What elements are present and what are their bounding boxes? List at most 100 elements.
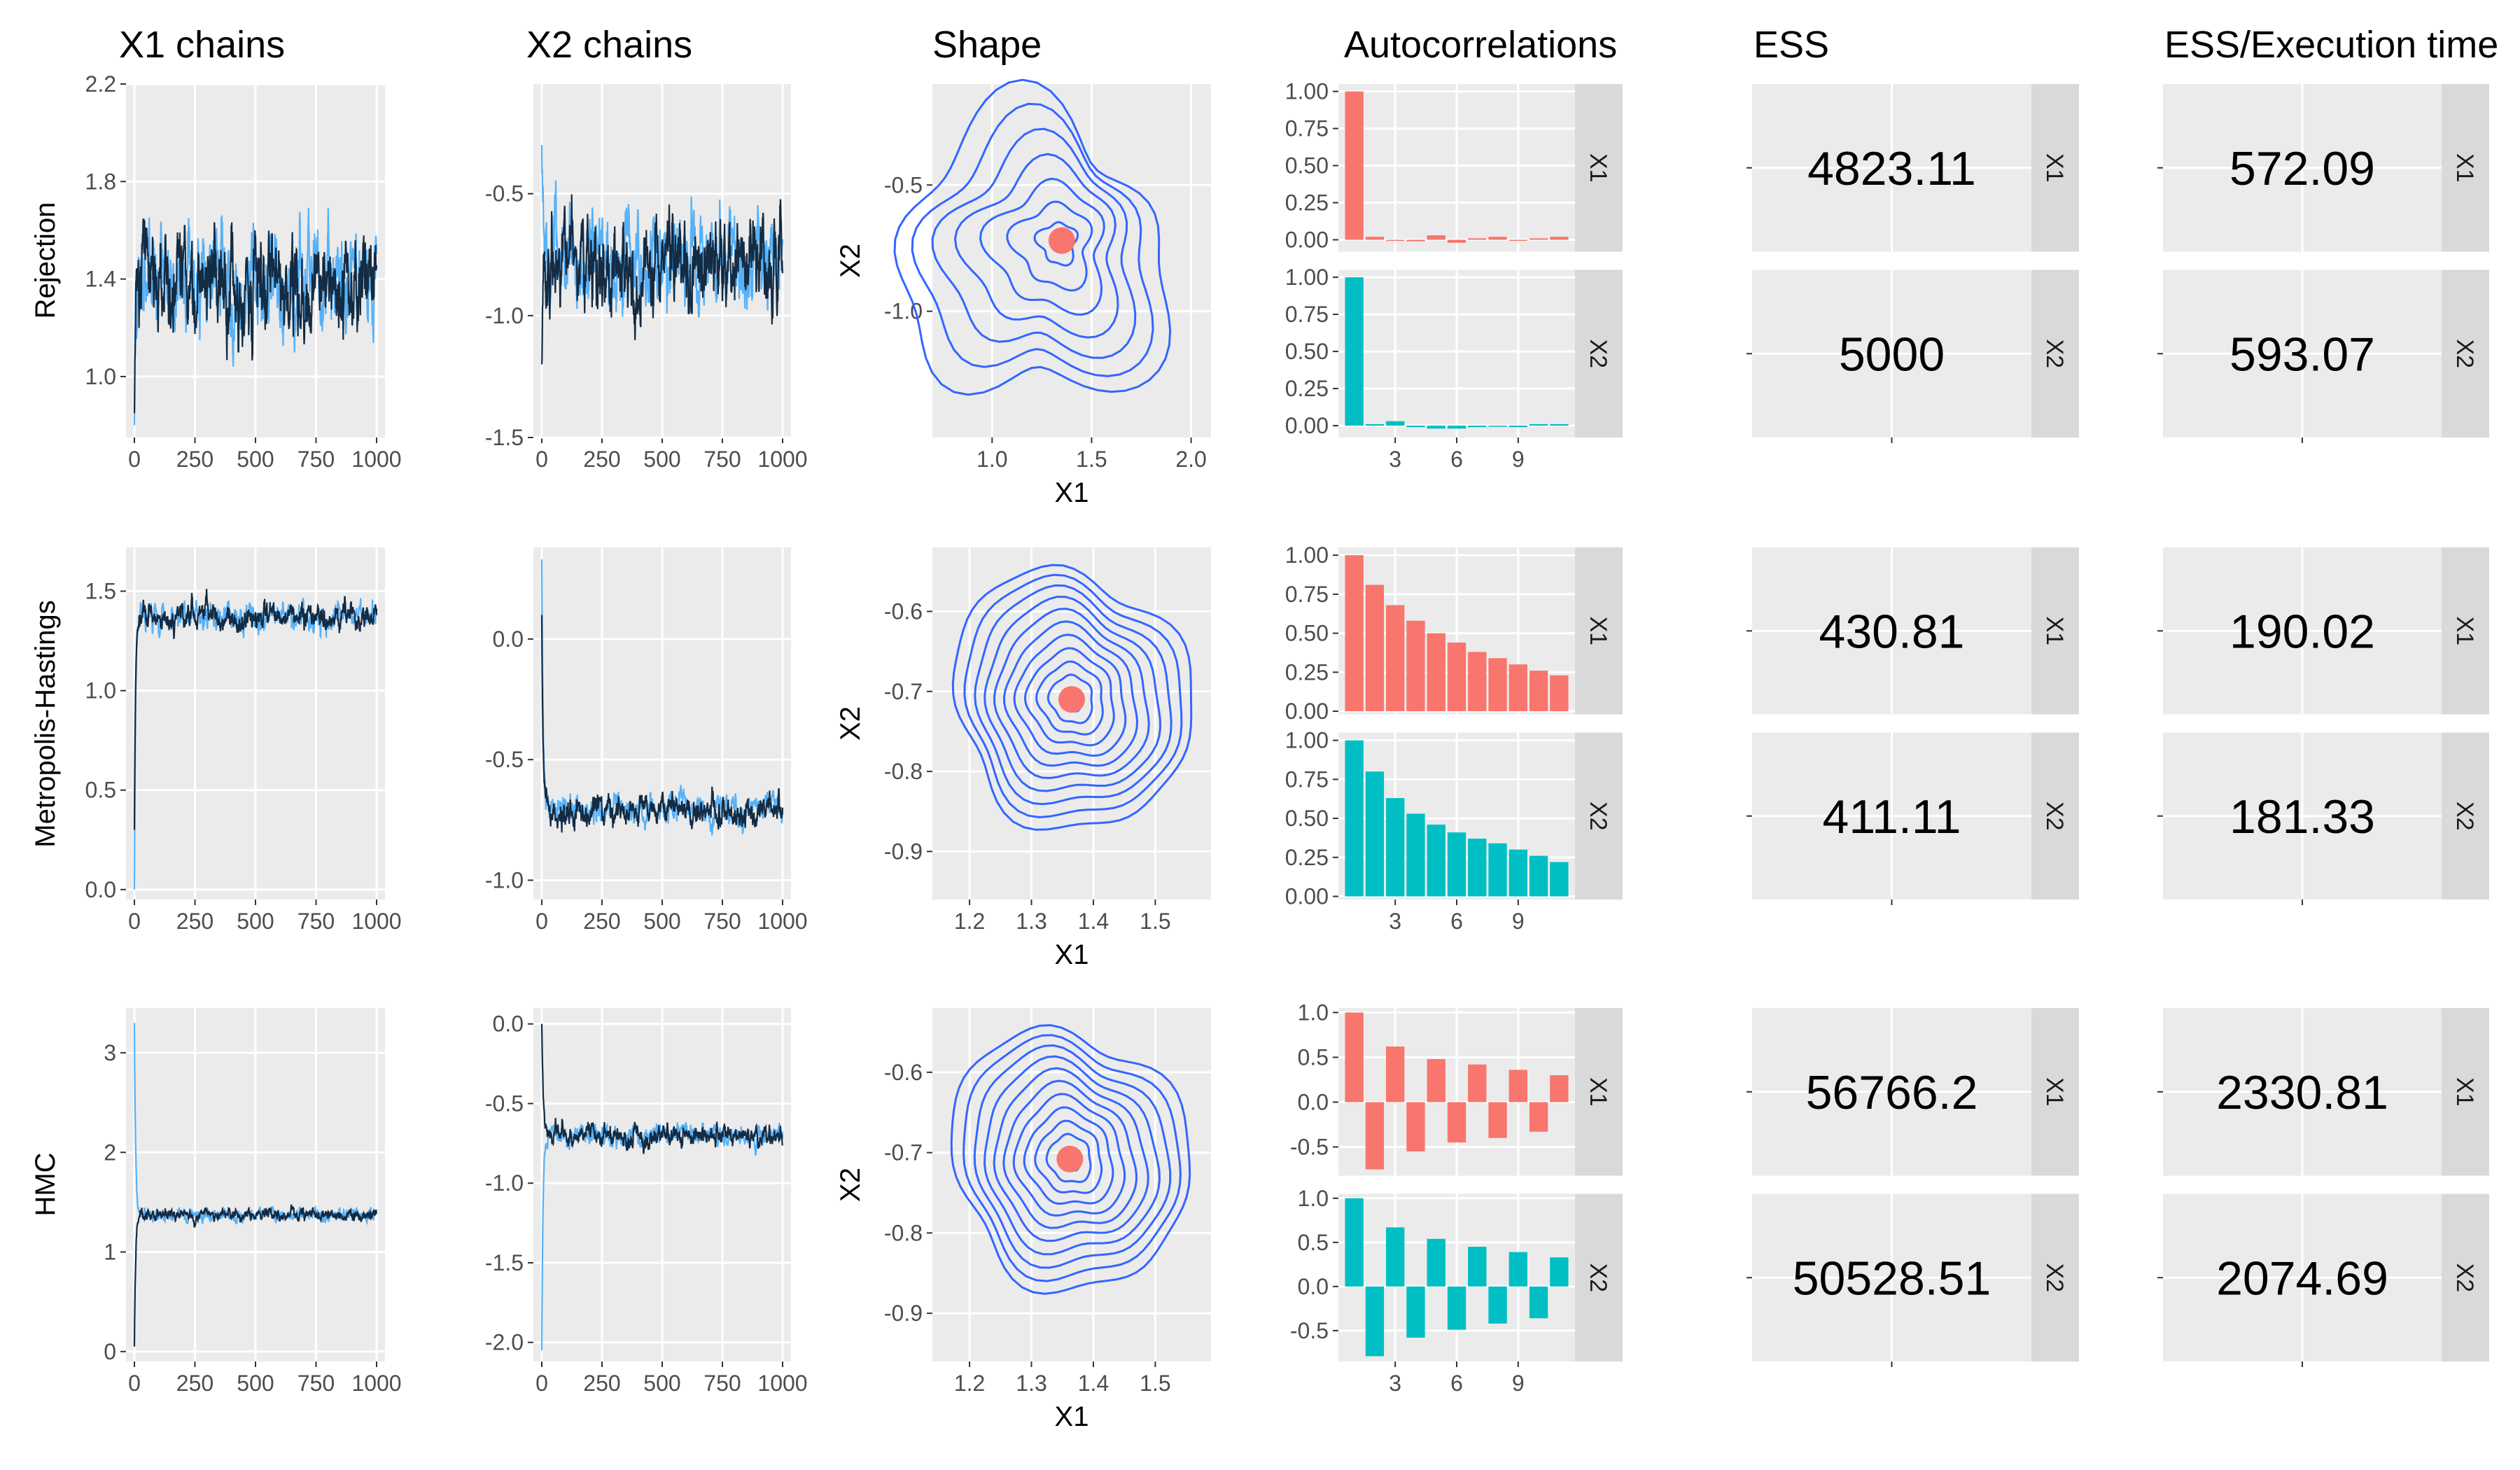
facet-strip-label: X2 bbox=[1585, 802, 1611, 831]
facet-strip bbox=[2031, 1194, 2079, 1362]
acf-bar bbox=[1406, 813, 1425, 897]
mode-point bbox=[1056, 1145, 1084, 1172]
acf-bar bbox=[1386, 1046, 1405, 1102]
facet-strip bbox=[2442, 1008, 2489, 1176]
density-contour-line bbox=[993, 1067, 1149, 1242]
x-tick-label: 250 bbox=[176, 1371, 214, 1396]
y-tick-label: 0.75 bbox=[1285, 302, 1329, 327]
acf-bar bbox=[1508, 1252, 1527, 1287]
y-tick-label: -0.5 bbox=[1290, 1318, 1329, 1343]
acf-bar bbox=[1550, 1257, 1569, 1287]
x-tick-label: 0 bbox=[536, 909, 548, 934]
y-tick-label: 0.25 bbox=[1285, 845, 1329, 870]
y-tick-label: 1.0 bbox=[85, 364, 116, 389]
x-tick-label: 6 bbox=[1450, 909, 1463, 934]
x-tick-label: 500 bbox=[643, 909, 680, 934]
value-facet-x2: X2 50528.51 bbox=[1746, 1194, 2079, 1367]
acf-bar bbox=[1427, 235, 1446, 240]
panel-ess-rejection: X1 4823.11 X2 5000 bbox=[1746, 84, 2079, 443]
mode-point bbox=[1058, 686, 1085, 713]
density-contour-line bbox=[950, 1024, 1191, 1295]
density-contour-line bbox=[1035, 660, 1104, 736]
value-facet-x2: X2 593.07 bbox=[2157, 270, 2489, 443]
column-title-shape: Shape bbox=[932, 24, 1042, 66]
y-tick-label: 2.2 bbox=[85, 71, 116, 97]
acf-facet-x2: X2 0.00 0.25 0.50 0.75 1.00 3 6 9 bbox=[1285, 728, 1623, 934]
metric-value: 2330.81 bbox=[2216, 1066, 2388, 1119]
value-facet-x2: X2 181.33 bbox=[2157, 732, 2489, 905]
density-contour-line bbox=[1006, 200, 1093, 292]
acf-bar bbox=[1508, 849, 1527, 897]
x-tick-label: 6 bbox=[1450, 447, 1463, 472]
x-tick-label: 250 bbox=[176, 909, 214, 934]
density-contour-line bbox=[963, 573, 1183, 819]
y-tick-label: -1.0 bbox=[485, 303, 524, 328]
x-tick-label: 1.5 bbox=[1140, 1371, 1170, 1396]
y-tick-label: 1.00 bbox=[1285, 728, 1329, 753]
acf-bar bbox=[1488, 1102, 1507, 1138]
facet-strip-label: X1 bbox=[2041, 1077, 2068, 1107]
y-tick-label: 1.5 bbox=[85, 579, 116, 604]
x-tick-label: 500 bbox=[237, 1371, 274, 1396]
x-tick-label: 1.2 bbox=[954, 909, 985, 934]
density-contour-line bbox=[993, 608, 1150, 780]
y-axis-title: X2 bbox=[835, 706, 866, 741]
x-tick-label: 1000 bbox=[757, 447, 807, 472]
acf-bar bbox=[1447, 832, 1466, 897]
value-facet-x1: X1 56766.2 bbox=[1746, 1008, 2079, 1176]
y-axis-title: X2 bbox=[835, 244, 866, 278]
y-tick-label: 1.8 bbox=[85, 169, 116, 194]
density-contour-line bbox=[983, 596, 1162, 792]
acf-bar bbox=[1386, 1227, 1405, 1287]
panel-x2-chains-hmc: 0 250 500 750 1000 -2.0 -1.5 -1.0 -0.5 0.0 bbox=[485, 1008, 808, 1396]
acf-bar bbox=[1345, 91, 1364, 240]
x-tick-label: 3 bbox=[1389, 909, 1401, 934]
y-tick-label: -0.8 bbox=[884, 1220, 923, 1245]
column-title-x2-chains: X2 chains bbox=[526, 24, 692, 66]
x-tick-label: 1.3 bbox=[1016, 909, 1046, 934]
x-tick-label: 1000 bbox=[351, 1371, 401, 1396]
y-tick-label: 0.0 bbox=[1298, 1274, 1329, 1299]
x-tick-label: 1.3 bbox=[1016, 1371, 1046, 1396]
y-tick-label: 0.25 bbox=[1285, 190, 1329, 216]
acf-facet-x2: X2 0.00 0.25 0.50 0.75 1.00 3 6 9 bbox=[1285, 265, 1623, 472]
panel-background bbox=[932, 1008, 1211, 1362]
y-tick-label: 1.0 bbox=[85, 678, 116, 704]
density-contour-line bbox=[973, 1044, 1172, 1269]
y-tick-label: -0.8 bbox=[884, 759, 923, 784]
facet-strip bbox=[1575, 732, 1623, 899]
y-tick-label: 0.25 bbox=[1285, 659, 1329, 685]
acf-bar bbox=[1468, 652, 1487, 712]
row-title-hmc: HMC bbox=[30, 1152, 61, 1216]
density-contour-line bbox=[1013, 634, 1127, 757]
x-tick-label: 1.0 bbox=[976, 447, 1007, 472]
facet-strip bbox=[1575, 1008, 1623, 1176]
metric-value: 4823.11 bbox=[1807, 142, 1976, 195]
metric-value: 572.09 bbox=[2230, 142, 2375, 195]
facet-strip bbox=[1575, 1194, 1623, 1362]
y-tick-label: 1.4 bbox=[85, 267, 116, 292]
x-tick-label: 1.4 bbox=[1078, 909, 1109, 934]
acf-bar bbox=[1427, 825, 1446, 897]
acf-bar bbox=[1550, 1075, 1569, 1102]
acf-bar bbox=[1488, 237, 1507, 240]
acf-bar bbox=[1529, 424, 1548, 426]
y-tick-label: -1.5 bbox=[485, 1250, 524, 1275]
y-tick-label: 3 bbox=[104, 1040, 116, 1065]
facet-strip-label: X2 bbox=[2041, 802, 2068, 831]
column-title-ess: ESS bbox=[1754, 24, 1829, 66]
value-facet-x1: X1 572.09 bbox=[2157, 84, 2489, 252]
acf-bar bbox=[1488, 843, 1507, 897]
x-tick-label: 2.0 bbox=[1175, 447, 1206, 472]
acf-bar bbox=[1508, 239, 1527, 241]
x-tick-label: 9 bbox=[1512, 909, 1525, 934]
acf-bar bbox=[1447, 642, 1466, 712]
x-tick-label: 1.5 bbox=[1076, 447, 1107, 472]
y-tick-label: 0.00 bbox=[1285, 699, 1329, 724]
y-tick-label: 0.0 bbox=[85, 877, 116, 902]
x-axis-title: X1 bbox=[1055, 1401, 1089, 1432]
facet-strip bbox=[2442, 547, 2489, 715]
x-tick-label: 1000 bbox=[757, 1371, 807, 1396]
